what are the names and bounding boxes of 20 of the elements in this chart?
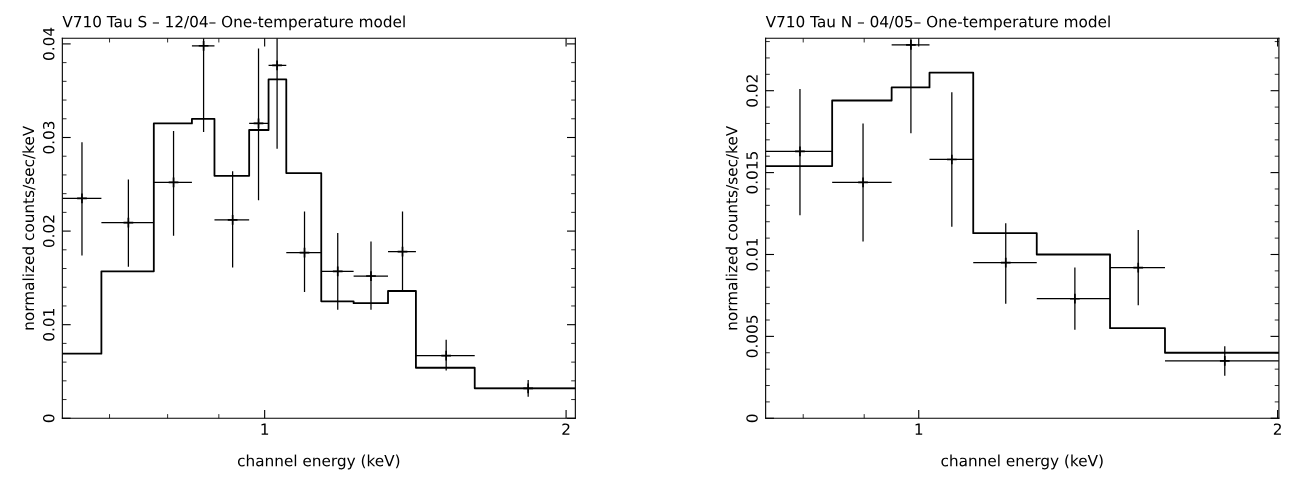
y-tick-label: 0.01: [42, 309, 55, 341]
y-tick-label: 0.02: [42, 215, 55, 248]
y-tick-label: 0.015: [746, 152, 758, 194]
x-tick-label: 1: [915, 423, 923, 435]
y-axis-title: normalized counts/sec/keV: [22, 125, 36, 330]
chart-title: V710 Tau N – 04/05– One-temperature model: [765, 15, 1110, 31]
y-tick-label: 0.04: [42, 27, 55, 60]
y-tick-label: 0: [42, 414, 55, 423]
y-tick-label: 0.01: [746, 238, 758, 271]
x-tick-label: 2: [562, 423, 570, 435]
y-tick-label: 0.03: [42, 121, 55, 154]
x-tick-label: 2: [1273, 423, 1281, 435]
y-tick-label: 0: [746, 414, 758, 423]
x-axis-title: channel energy (keV): [237, 454, 400, 470]
chart-title: V710 Tau S – 12/04– One-temperature model: [62, 15, 405, 31]
y-axis-title: normalized counts/sec/keV: [725, 125, 739, 330]
y-tick-label: 0.02: [746, 75, 758, 107]
x-tick-label: 1: [261, 423, 269, 435]
x-axis-title: channel energy (keV): [941, 454, 1103, 470]
y-tick-label: 0.005: [746, 315, 758, 358]
